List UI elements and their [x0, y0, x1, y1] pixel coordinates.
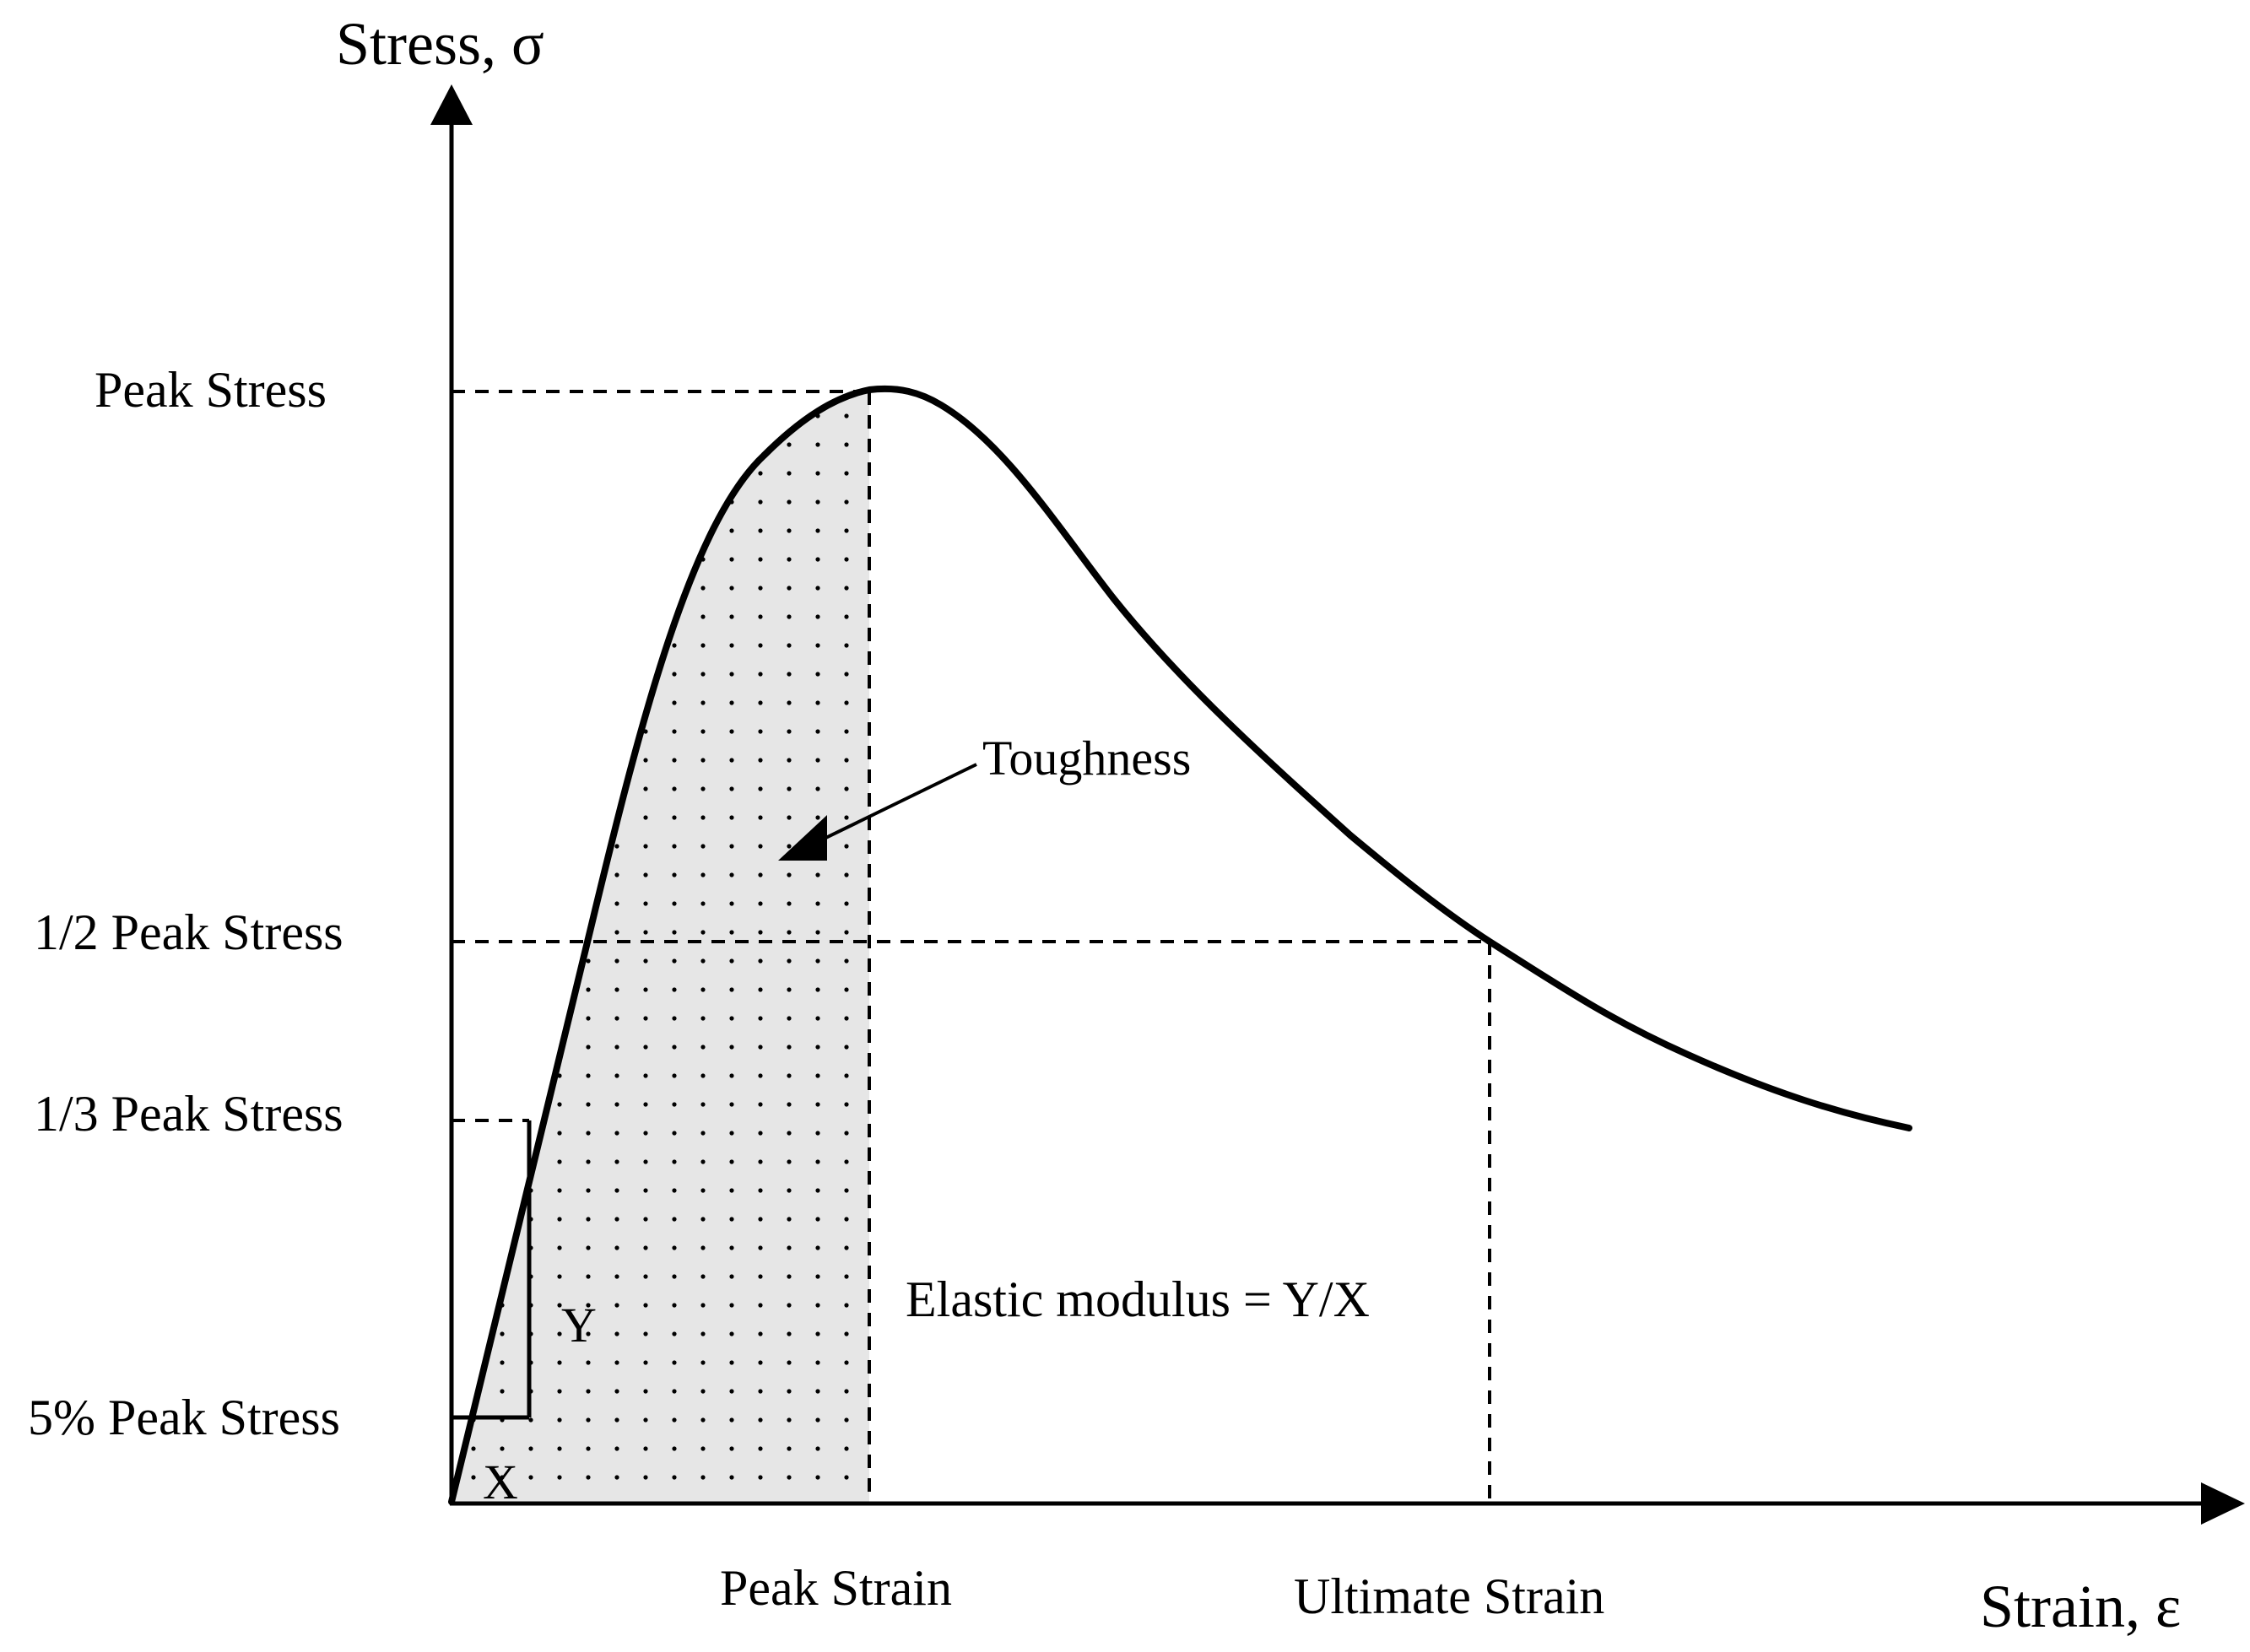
peak-strain-label: Peak Strain [720, 1560, 952, 1616]
peak-stress-label: Peak Stress [95, 362, 327, 418]
x-mark-label: X [483, 1455, 518, 1509]
toughness-label: Toughness [982, 731, 1191, 786]
x-axis-title: Strain, ε [1980, 1573, 2181, 1640]
stress-strain-curve [448, 385, 1912, 1505]
toughness-pointer-line [809, 763, 977, 847]
half-peak-stress-label: 1/2 Peak Stress [34, 904, 343, 960]
guide-lines [452, 390, 1491, 1502]
axes [449, 118, 2203, 1506]
x-axis-arrow-icon [2201, 1482, 2245, 1525]
y-mark-label: Y [561, 1298, 597, 1352]
toughness-area [452, 390, 869, 1502]
ultimate-strain-label: Ultimate Strain [1294, 1568, 1604, 1624]
elastic-modulus-label: Elastic modulus = Y/X [906, 1271, 1370, 1327]
y-axis-arrow-icon [430, 84, 473, 125]
third-peak-stress-label: 1/3 Peak Stress [34, 1086, 343, 1142]
toughness-arrow-icon [778, 815, 827, 861]
y-axis-title: Stress, σ [336, 10, 544, 78]
five-percent-peak-stress-label: 5% Peak Stress [28, 1390, 340, 1445]
